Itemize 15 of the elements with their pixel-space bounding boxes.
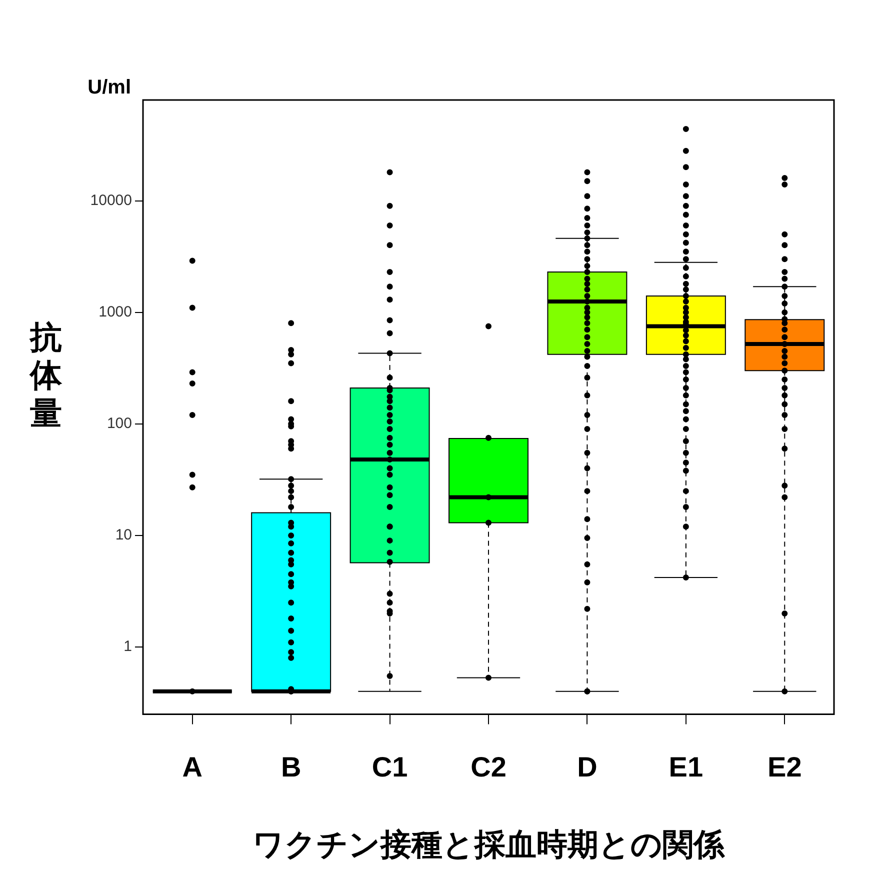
y-axis-title: 抗体量 — [29, 318, 63, 431]
x-tick-label: D — [577, 752, 598, 783]
y-tick-label: 10 — [115, 526, 132, 544]
x-tick-label: E1 — [668, 752, 704, 783]
text: U/ml — [88, 76, 131, 99]
x-axis-title: ワクチン接種と採血時期との関係 — [252, 826, 726, 862]
y-tick-label: 100 — [106, 415, 132, 432]
y-tick-label: 10000 — [90, 192, 132, 209]
x-tick-label: C2 — [470, 752, 506, 783]
x-tick-label: B — [280, 752, 302, 783]
x-tick-label: C1 — [372, 752, 408, 783]
y-tick-label: 1000 — [98, 303, 132, 320]
y-tick-label: 1 — [124, 638, 132, 656]
x-tick-label: E2 — [768, 752, 802, 783]
x-tick-label: A — [182, 752, 202, 783]
